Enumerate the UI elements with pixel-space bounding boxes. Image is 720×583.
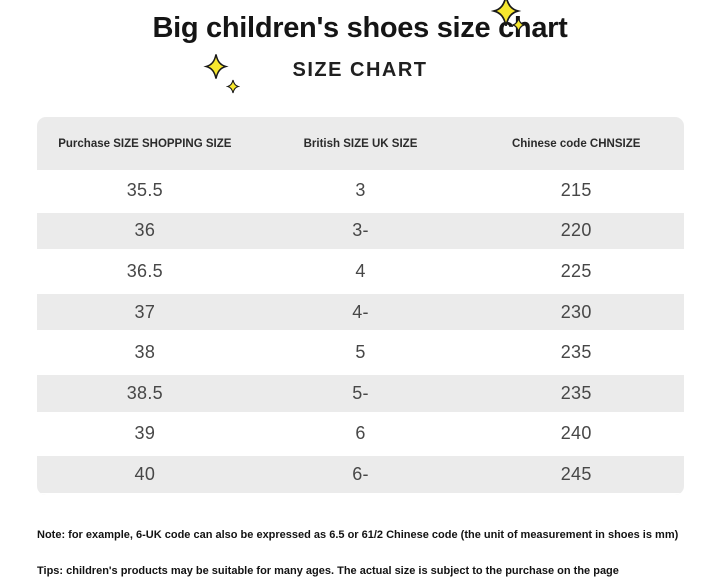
uk-size-cell: 6 bbox=[355, 423, 366, 444]
sparkle-small-icon bbox=[511, 17, 526, 33]
table-row: 38.5 5- 235 bbox=[37, 372, 684, 414]
uk-size-cell: 4 bbox=[355, 260, 366, 281]
column-header-shopping-size: Purchase SIZE SHOPPING SIZE bbox=[58, 137, 232, 150]
chn-size-cell: 215 bbox=[560, 179, 592, 200]
shopping-size-cell: 36 bbox=[134, 220, 156, 241]
chn-size-cell: 240 bbox=[560, 423, 592, 444]
note-text: Note: for example, 6-UK code can also be… bbox=[37, 529, 679, 541]
shopping-size-cell: 35.5 bbox=[126, 179, 163, 200]
table-row: 37 4- 230 bbox=[37, 291, 684, 333]
shopping-size-cell: 37 bbox=[134, 301, 156, 322]
sparkle-small-icon bbox=[226, 79, 240, 94]
size-table: Purchase SIZE SHOPPING SIZE British SIZE… bbox=[37, 117, 684, 495]
column-header-uk-size: British SIZE UK SIZE bbox=[303, 137, 418, 150]
page-subtitle: SIZE CHART bbox=[292, 59, 428, 81]
chn-size-cell: 235 bbox=[560, 342, 592, 363]
shopping-size-cell: 38 bbox=[134, 342, 156, 363]
chn-size-cell: 225 bbox=[560, 260, 592, 281]
shopping-size-cell: 38.5 bbox=[126, 382, 163, 403]
shopping-size-cell: 39 bbox=[134, 423, 156, 444]
table-row: 35.5 3 215 bbox=[37, 170, 684, 211]
table-row: 40 6- 245 bbox=[37, 454, 684, 495]
uk-size-cell: 3 bbox=[355, 179, 366, 200]
uk-size-cell: 5 bbox=[355, 342, 366, 363]
column-header-chn-size: Chinese code CHNSIZE bbox=[511, 137, 641, 150]
sparkle-icon bbox=[203, 54, 229, 79]
table-row: 39 6 240 bbox=[37, 413, 684, 455]
shopping-size-cell: 40 bbox=[134, 463, 156, 484]
chn-size-cell: 230 bbox=[560, 301, 592, 322]
uk-size-cell: 3- bbox=[352, 220, 369, 241]
sparkle-icon bbox=[490, 0, 522, 27]
page-title: Big children's shoes size chart bbox=[152, 12, 568, 44]
uk-size-cell: 6- bbox=[352, 463, 369, 484]
table-row: 36.5 4 225 bbox=[37, 251, 684, 292]
table-row: 38 5 235 bbox=[37, 332, 684, 373]
table-header-row: Purchase SIZE SHOPPING SIZE British SIZE… bbox=[37, 117, 684, 170]
chn-size-cell: 245 bbox=[560, 463, 592, 484]
tips-text: Tips: children's products may be suitabl… bbox=[37, 565, 619, 577]
chn-size-cell: 235 bbox=[560, 382, 592, 403]
table-row: 36 3- 220 bbox=[37, 210, 684, 252]
uk-size-cell: 4- bbox=[352, 301, 369, 322]
uk-size-cell: 5- bbox=[352, 382, 369, 403]
chn-size-cell: 220 bbox=[560, 220, 592, 241]
shopping-size-cell: 36.5 bbox=[126, 260, 163, 281]
